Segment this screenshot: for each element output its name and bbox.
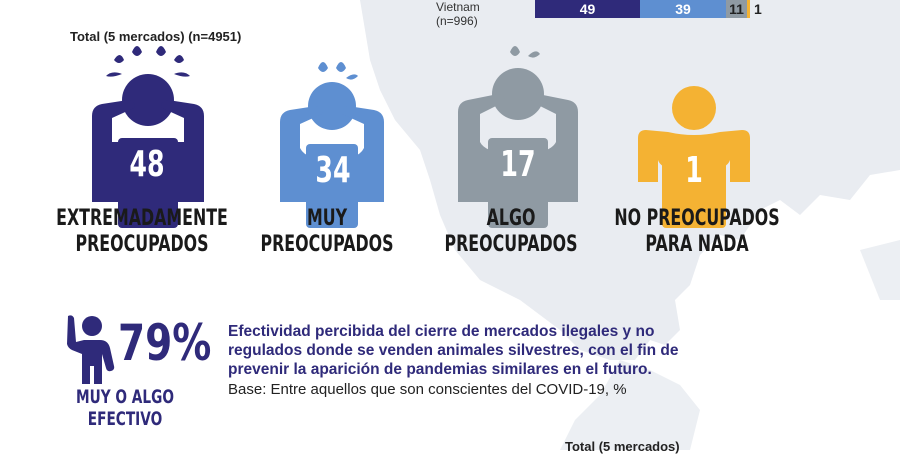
effectiveness-title-line: prevenir la aparición de pandemias simil… [228, 361, 652, 378]
bottom-total-label: Total (5 mercados) [565, 439, 680, 454]
vietnam-stacked-bar: 49 39 11 1 [535, 0, 762, 18]
total-sample-label: Total (5 mercados) (n=4951) [70, 29, 242, 44]
concern-caption: EXTREMADAMENTE PREOCUPADOS [34, 206, 250, 258]
effectiveness-label: MUY O ALGO EFECTIVO [64, 386, 186, 430]
extremely-worried-person-icon: 48 [52, 42, 242, 232]
concern-value: 1 [685, 150, 703, 191]
effectiveness-base-note: Base: Entre aquellos que son conscientes… [228, 381, 627, 398]
concern-caption: MUY PREOCUPADOS [219, 206, 435, 258]
caption-line-2: PREOCUPADOS [444, 232, 578, 257]
concern-caption: ALGO PREOCUPADOS [403, 206, 619, 258]
effectiveness-label-line-2: EFECTIVO [87, 408, 163, 430]
concern-value: 48 [129, 144, 165, 185]
bar-segment-not-at-all-label: 1 [754, 1, 762, 17]
caption-line-2: PREOCUPADOS [75, 232, 209, 257]
bar-segment-not-at-all [747, 0, 750, 18]
effectiveness-percent: 79% [118, 314, 212, 372]
effectiveness-title: Efectividad percibida del cierre de merc… [228, 322, 748, 379]
market-label: Vietnam [436, 0, 480, 14]
effectiveness-label-line-1: MUY O ALGO [76, 386, 174, 408]
concern-caption: NO PREOCUPADOS PARA NADA [589, 206, 805, 258]
caption-line-2: PREOCUPADOS [260, 232, 394, 257]
relaxed-person-icon: 1 [598, 42, 788, 232]
very-worried-person-icon: 34 [234, 42, 424, 232]
bar-segment-very: 39 [640, 0, 726, 18]
raised-hand-person-icon [67, 315, 115, 384]
bar-segment-somewhat: 11 [726, 0, 747, 18]
caption-line-1: ALGO [486, 206, 536, 231]
somewhat-worried-person-icon: 17 [418, 42, 608, 232]
caption-line-1: EXTREMADAMENTE [56, 206, 228, 231]
effectiveness-title-line: Efectividad percibida del cierre de merc… [228, 323, 655, 340]
effectiveness-title-line: regulados donde se venden animales silve… [228, 342, 679, 359]
caption-line-1: NO PREOCUPADOS [614, 206, 780, 231]
bar-segment-extremely: 49 [535, 0, 640, 18]
concern-value: 17 [500, 144, 536, 185]
caption-line-1: MUY [306, 206, 348, 231]
concern-value: 34 [315, 150, 351, 191]
market-sample-size: (n=996) [436, 14, 478, 28]
caption-line-2: PARA NADA [645, 232, 749, 257]
